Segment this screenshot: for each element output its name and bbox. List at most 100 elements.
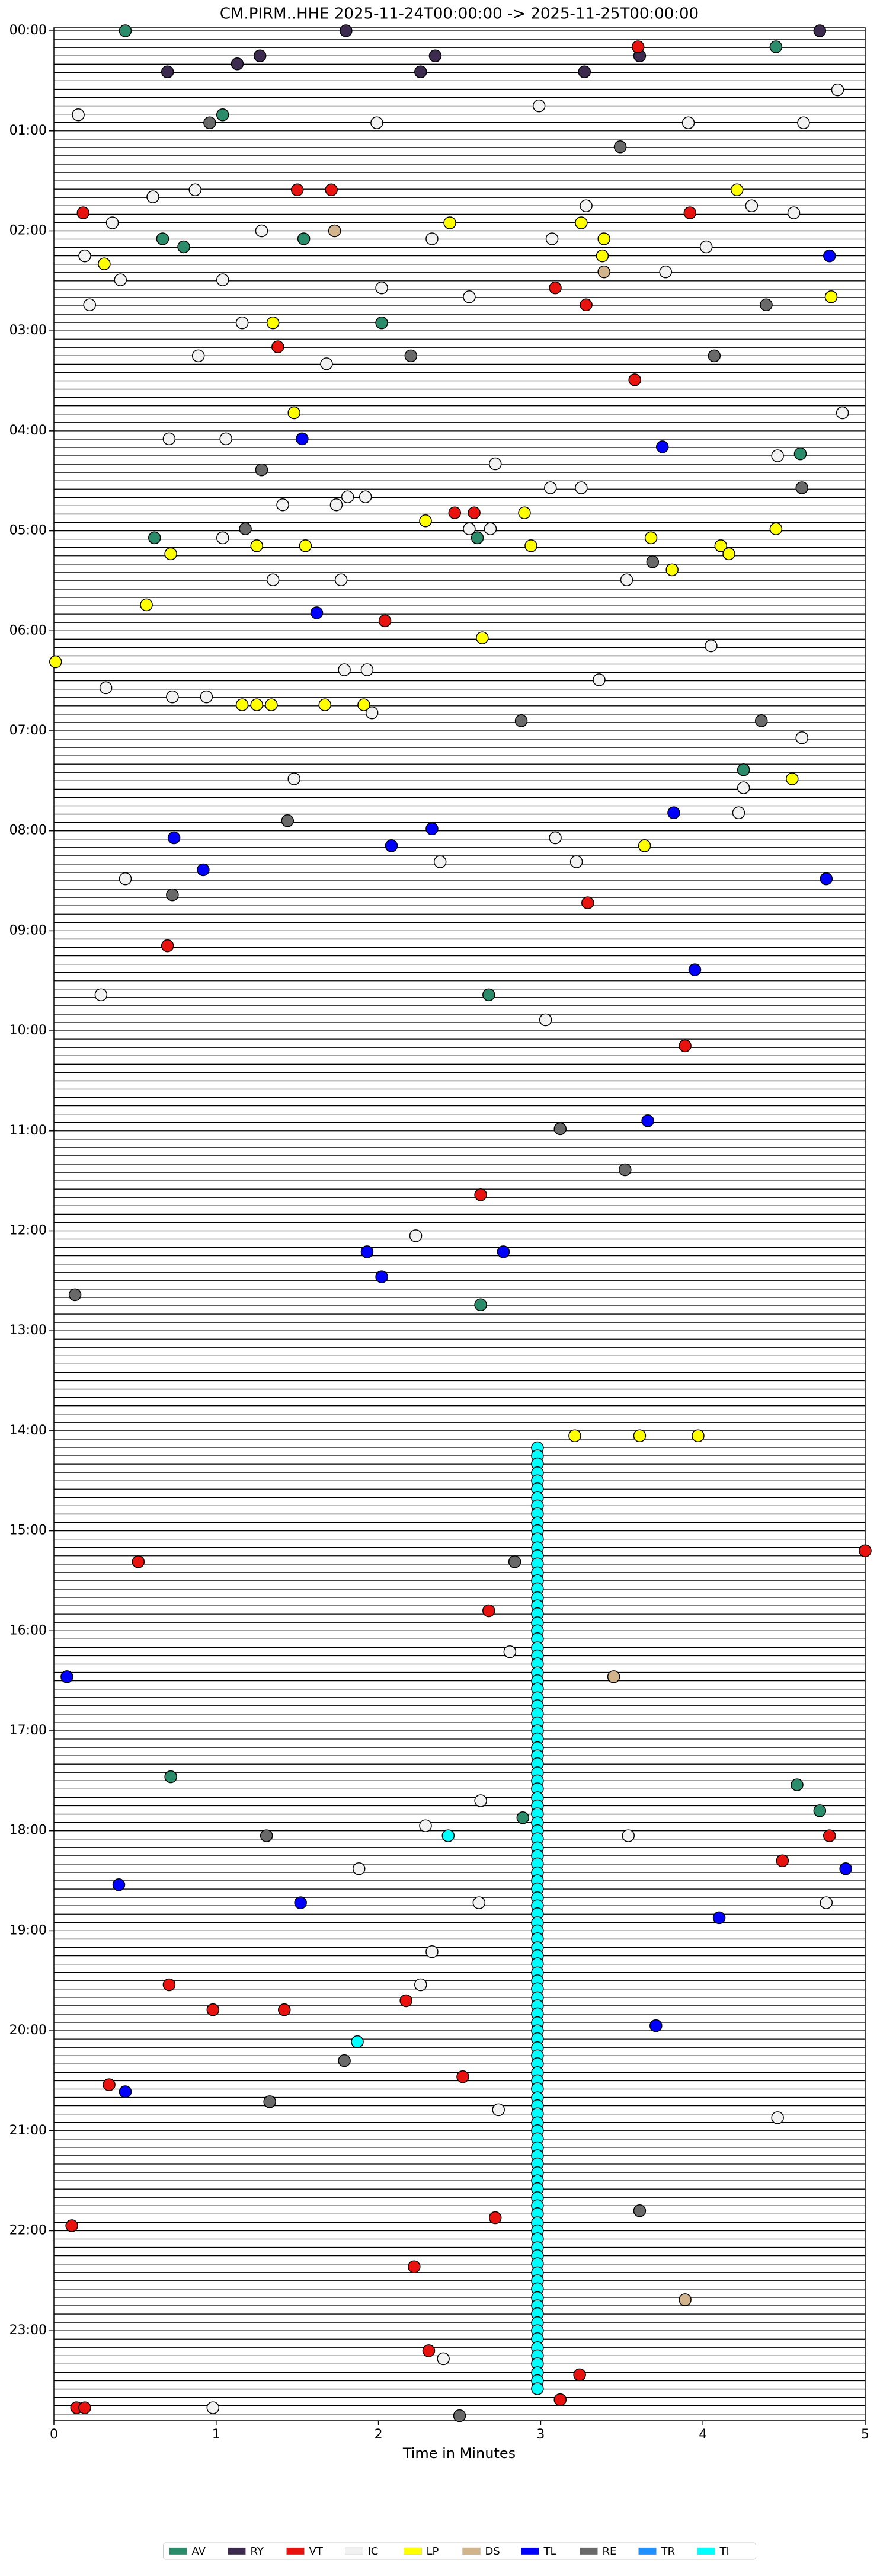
event-marker [419,514,432,528]
event-marker [310,606,324,619]
series-ti [351,1441,544,2395]
legend-swatch [580,2547,598,2555]
event-marker [681,116,695,130]
event-marker [453,2409,466,2422]
event-marker [823,249,836,263]
event-marker [206,2003,220,2016]
event-marker [692,1429,705,1443]
event-marker [197,863,210,877]
event-marker [518,506,531,519]
event-marker [463,290,476,303]
event-marker [78,2401,91,2414]
event-marker [531,2382,544,2395]
event-marker [78,249,91,263]
event-marker [575,481,588,494]
event-marker [334,573,348,586]
event-marker [659,265,672,279]
event-marker [787,206,801,219]
y-tick-label: 23:00 [9,2323,47,2338]
event-marker [357,698,370,711]
y-tick-label: 06:00 [9,623,47,638]
event-marker [299,539,312,552]
event-marker [399,1994,412,2008]
event-marker [667,806,680,820]
event-marker [472,1896,486,1909]
event-marker [580,199,593,213]
event-marker [683,206,697,219]
event-marker [771,449,784,462]
event-marker [839,1862,852,1875]
event-marker [414,1978,427,1992]
event-marker [68,1288,82,1302]
event-marker [340,24,353,37]
event-marker [341,490,354,503]
event-marker [813,1804,827,1817]
event-marker [633,2204,647,2217]
event-marker [296,432,309,446]
legend-label: TR [661,2545,676,2558]
event-marker [328,224,341,238]
event-marker [514,714,528,727]
y-tick-label: 12:00 [9,1223,47,1238]
event-marker [266,573,280,586]
event-marker [722,547,735,561]
event-marker [255,224,268,238]
event-marker [188,183,201,197]
event-marker [549,281,562,295]
event-marker [633,1429,647,1443]
event-marker [156,232,169,245]
event-marker [114,273,127,286]
event-marker [820,872,833,886]
event-marker [338,2054,351,2067]
event-marker [482,988,495,1002]
event-marker [712,1911,726,1925]
event-marker [575,216,588,229]
event-marker [320,357,333,370]
event-marker [705,639,718,653]
event-marker [797,116,810,130]
event-marker [409,1229,423,1242]
event-marker [166,690,179,704]
event-marker [325,183,338,197]
event-marker [730,183,744,197]
event-marker [370,116,383,130]
event-marker [428,49,442,62]
event-marker [516,1811,530,1824]
event-marker [553,1122,567,1136]
event-marker [482,1604,495,1618]
y-tick-label: 19:00 [9,1923,47,1938]
event-marker [351,2035,364,2048]
event-marker [497,1245,510,1258]
event-marker [437,2352,450,2366]
y-tick-label: 03:00 [9,323,47,338]
event-marker [795,481,808,494]
y-tick-label: 07:00 [9,723,47,738]
event-marker [375,281,388,295]
event-marker [474,1188,487,1201]
event-marker [98,257,111,270]
event-marker [162,1978,176,1992]
event-marker [365,706,379,720]
legend-label: DS [485,2545,500,2558]
event-marker [290,183,304,197]
event-marker [549,831,562,845]
event-marker [474,1794,487,1807]
y-tick-label: 14:00 [9,1423,47,1438]
event-marker [425,1945,439,1958]
event-marker [167,831,181,845]
legend-label: IC [368,2545,379,2558]
event-marker [219,432,232,446]
y-tick-label: 16:00 [9,1623,47,1638]
y-tick-label: 01:00 [9,123,47,138]
event-marker [404,349,418,363]
y-tick-label: 18:00 [9,1823,47,1838]
event-marker [278,2003,291,2016]
legend-swatch [404,2547,422,2555]
legend-swatch [228,2547,246,2555]
event-marker [578,65,591,78]
event-marker [250,698,263,711]
y-tick-label: 02:00 [9,223,47,238]
event-marker [250,539,263,552]
event-marker [119,24,132,37]
event-marker [581,896,594,909]
